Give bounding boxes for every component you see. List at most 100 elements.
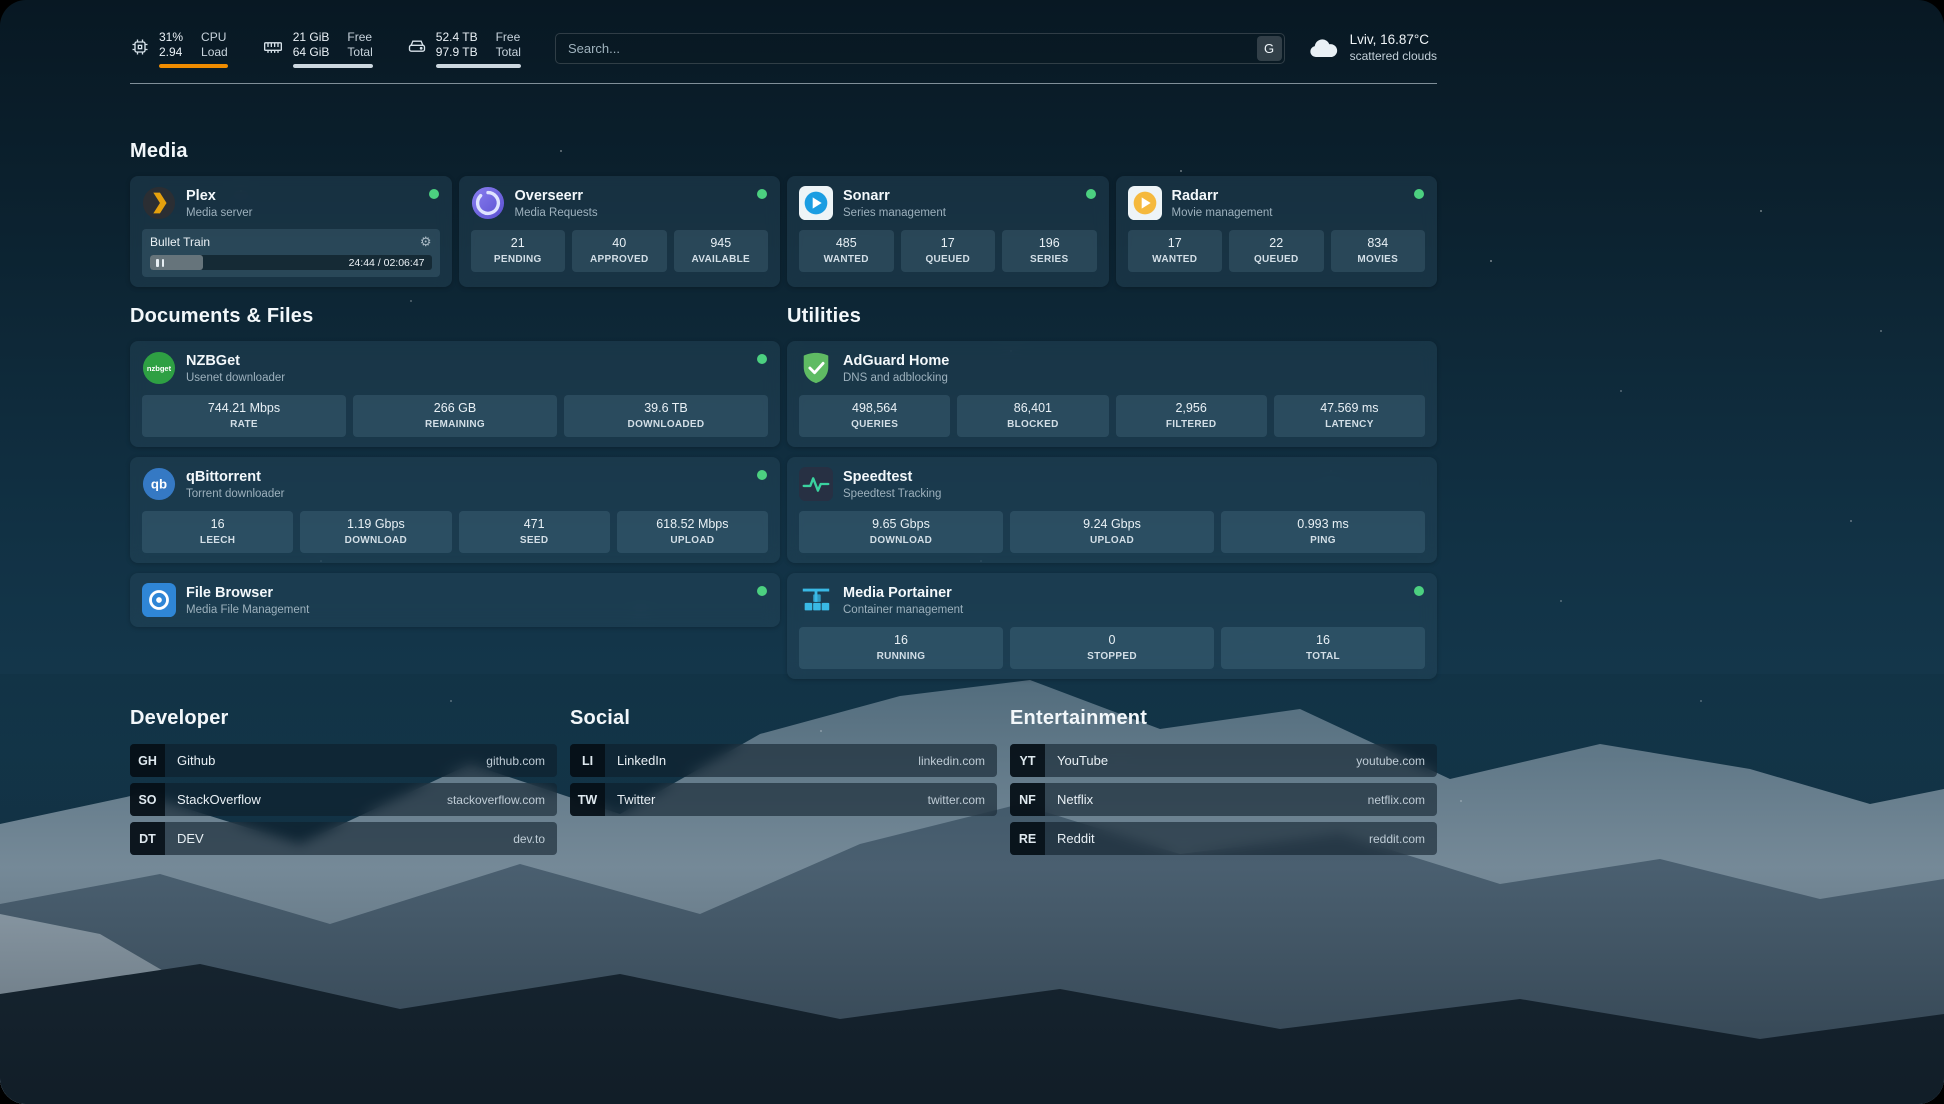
- linkedin-badge-icon: LI: [570, 744, 605, 777]
- link-name: StackOverflow: [177, 792, 447, 807]
- stat-label: RATE: [144, 419, 344, 430]
- gear-icon[interactable]: ⚙: [420, 236, 432, 248]
- stat-label: AVAILABLE: [676, 254, 767, 265]
- stat-value: 196: [1004, 236, 1095, 251]
- twitter-badge-icon: TW: [570, 783, 605, 816]
- adguard-icon: [799, 351, 833, 385]
- section-heading-documents: Documents & Files: [130, 305, 780, 328]
- stat-value: 16: [1223, 633, 1423, 648]
- stat-box: 266 GBREMAINING: [353, 395, 557, 437]
- stat-box: 22 QUEUED: [1229, 230, 1324, 272]
- cpu-label: CPU: [201, 30, 228, 45]
- reddit-badge-icon: RE: [1010, 822, 1045, 855]
- stat-value: 266 GB: [355, 401, 555, 416]
- disk-free-label: Free: [496, 30, 521, 45]
- pause-icon[interactable]: [156, 259, 164, 267]
- stat-box: 86,401BLOCKED: [957, 395, 1108, 437]
- developer-section: Developer GH Github github.com SO StackO…: [130, 707, 557, 861]
- link-github[interactable]: GH Github github.com: [130, 744, 557, 777]
- stat-label: SEED: [461, 535, 608, 546]
- link-linkedin[interactable]: LI LinkedIn linkedin.com: [570, 744, 997, 777]
- top-bar: 31% CPU 2.94 Load 21 GiB Free 64: [130, 0, 1437, 68]
- link-reddit[interactable]: RE Reddit reddit.com: [1010, 822, 1437, 855]
- now-playing-title: Bullet Train: [150, 235, 210, 249]
- stat-value: 9.24 Gbps: [1012, 517, 1212, 532]
- qbittorrent-title: qBittorrent: [186, 468, 284, 486]
- stat-label: QUEUED: [1231, 254, 1322, 265]
- stat-box: 744.21 Mbps RATE: [142, 395, 346, 437]
- weather-widget: Lviv, 16.87°C scattered clouds: [1307, 32, 1437, 63]
- radarr-status-dot: [1414, 189, 1424, 199]
- section-heading-social: Social: [570, 707, 997, 730]
- stat-box: 485 WANTED: [799, 230, 894, 272]
- filebrowser-subtitle: Media File Management: [186, 603, 309, 617]
- dev-badge-icon: DT: [130, 822, 165, 855]
- stat-box: 21PENDING: [471, 230, 566, 272]
- stat-label: WANTED: [801, 254, 892, 265]
- memory-total: 64 GiB: [293, 45, 330, 60]
- stat-box: 1.19 GbpsDOWNLOAD: [300, 511, 451, 553]
- link-url: youtube.com: [1356, 754, 1425, 768]
- stat-box: 9.24 GbpsUPLOAD: [1010, 511, 1214, 553]
- stat-box: 471SEED: [459, 511, 610, 553]
- overseerr-card[interactable]: Overseerr Media Requests 21PENDING 40APP…: [459, 176, 781, 287]
- stat-box: 16TOTAL: [1221, 627, 1425, 669]
- qbittorrent-card[interactable]: qb qBittorrent Torrent downloader 16LEEC…: [130, 457, 780, 563]
- filebrowser-card[interactable]: File Browser Media File Management: [130, 573, 780, 627]
- link-youtube[interactable]: YT YouTube youtube.com: [1010, 744, 1437, 777]
- link-url: reddit.com: [1369, 832, 1425, 846]
- filebrowser-title: File Browser: [186, 584, 309, 602]
- cpu-load-label: Load: [201, 45, 228, 60]
- memory-monitor: 21 GiB Free 64 GiB Total: [262, 30, 373, 68]
- speedtest-icon: [799, 467, 833, 501]
- plex-card[interactable]: Plex Media server Bullet Train ⚙ 24:44 /…: [130, 176, 452, 287]
- stat-value: 16: [801, 633, 1001, 648]
- nzbget-icon: nzbget: [142, 351, 176, 385]
- link-stackoverflow[interactable]: SO StackOverflow stackoverflow.com: [130, 783, 557, 816]
- stat-value: 17: [903, 236, 994, 251]
- adguard-card[interactable]: AdGuard Home DNS and adblocking 498,564Q…: [787, 341, 1437, 447]
- disk-icon: [407, 37, 427, 57]
- speedtest-title: Speedtest: [843, 468, 941, 486]
- link-netflix[interactable]: NF Netflix netflix.com: [1010, 783, 1437, 816]
- cpu-percent: 31%: [159, 30, 183, 45]
- stat-value: 485: [801, 236, 892, 251]
- link-url: netflix.com: [1368, 793, 1425, 807]
- portainer-title: Media Portainer: [843, 584, 963, 602]
- plex-icon: [142, 186, 176, 220]
- stat-label: UPLOAD: [619, 535, 766, 546]
- playback-progress-bar[interactable]: 24:44 / 02:06:47: [150, 255, 432, 270]
- stat-value: 618.52 Mbps: [619, 517, 766, 532]
- sonarr-card[interactable]: Sonarr Series management 485WANTED 17QUE…: [787, 176, 1109, 287]
- cpu-load: 2.94: [159, 45, 183, 60]
- stat-box: 196SERIES: [1002, 230, 1097, 272]
- portainer-icon: [799, 583, 833, 617]
- memory-total-label: Total: [347, 45, 372, 60]
- stat-value: 21: [473, 236, 564, 251]
- disk-total-label: Total: [496, 45, 521, 60]
- stat-value: 22: [1231, 236, 1322, 251]
- radarr-icon: [1128, 186, 1162, 220]
- portainer-card[interactable]: Media Portainer Container management 16R…: [787, 573, 1437, 679]
- link-name: DEV: [177, 831, 513, 846]
- stat-label: FILTERED: [1118, 419, 1265, 430]
- link-twitter[interactable]: TW Twitter twitter.com: [570, 783, 997, 816]
- nzbget-status-dot: [757, 354, 767, 364]
- radarr-card[interactable]: Radarr Movie management 17WANTED 22QUEUE…: [1116, 176, 1438, 287]
- link-dev[interactable]: DT DEV dev.to: [130, 822, 557, 855]
- search-input[interactable]: [555, 33, 1285, 64]
- qbittorrent-status-dot: [757, 470, 767, 480]
- nzbget-card[interactable]: nzbget NZBGet Usenet downloader 744.21 M…: [130, 341, 780, 447]
- media-row: Plex Media server Bullet Train ⚙ 24:44 /…: [130, 176, 1437, 287]
- stat-label: QUERIES: [801, 419, 948, 430]
- search-engine-button[interactable]: G: [1257, 36, 1282, 61]
- stat-value: 40: [574, 236, 665, 251]
- utilities-column: Utilities AdGuard Home DNS and adblockin…: [787, 305, 1437, 679]
- stat-value: 744.21 Mbps: [144, 401, 344, 416]
- memory-usage-bar: [293, 64, 373, 68]
- link-url: github.com: [486, 754, 545, 768]
- speedtest-card[interactable]: Speedtest Speedtest Tracking 9.65 GbpsDO…: [787, 457, 1437, 563]
- link-name: Reddit: [1057, 831, 1369, 846]
- portainer-subtitle: Container management: [843, 603, 963, 617]
- weather-condition: scattered clouds: [1350, 49, 1437, 63]
